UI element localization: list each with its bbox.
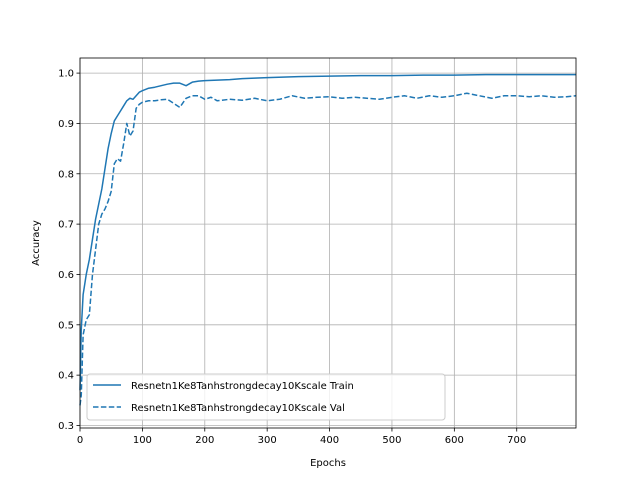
y-tick-label: 1.0	[58, 69, 74, 80]
axes	[79, 57, 577, 429]
x-tick-label: 500	[382, 435, 401, 446]
y-tick-label: 0.8	[58, 169, 74, 180]
x-tick-label: 300	[258, 435, 277, 446]
y-tick-labels: 0.3 0.4 0.5 0.6 0.7 0.8 0.9 1.0	[58, 69, 74, 432]
x-tick-label: 0	[77, 435, 83, 446]
x-tick-label: 100	[133, 435, 152, 446]
x-axis-label: Epochs	[310, 458, 346, 469]
plot-frame	[79, 57, 577, 429]
x-tick-label: 200	[195, 435, 214, 446]
y-tick-label: 0.3	[58, 421, 74, 432]
x-tick-labels: 0 100 200 300 400 500 600 700	[77, 435, 526, 446]
y-tick-label: 0.6	[58, 270, 74, 281]
legend-box	[86, 373, 446, 421]
y-tick-label: 0.7	[58, 220, 74, 231]
y-axis-label: Accuracy	[31, 220, 42, 266]
x-tick-label: 700	[507, 435, 526, 446]
y-tick-label: 0.9	[58, 119, 74, 130]
legend-label-train: Resnetn1Ke8Tanhstrongdecay10Kscale Train	[131, 381, 354, 392]
x-tick-label: 600	[445, 435, 464, 446]
y-tick-label: 0.5	[58, 320, 74, 331]
series-line-val	[79, 92, 577, 406]
legend-label-val: Resnetn1Ke8Tanhstrongdecay10Kscale Val	[131, 403, 345, 414]
y-tick-label: 0.4	[58, 371, 74, 382]
series-line-train	[79, 73, 576, 391]
x-tick-label: 400	[320, 435, 339, 446]
series-lines	[79, 73, 577, 406]
legend: Resnetn1Ke8Tanhstrongdecay10Kscale Train…	[86, 373, 446, 421]
tick-marks	[76, 72, 518, 432]
